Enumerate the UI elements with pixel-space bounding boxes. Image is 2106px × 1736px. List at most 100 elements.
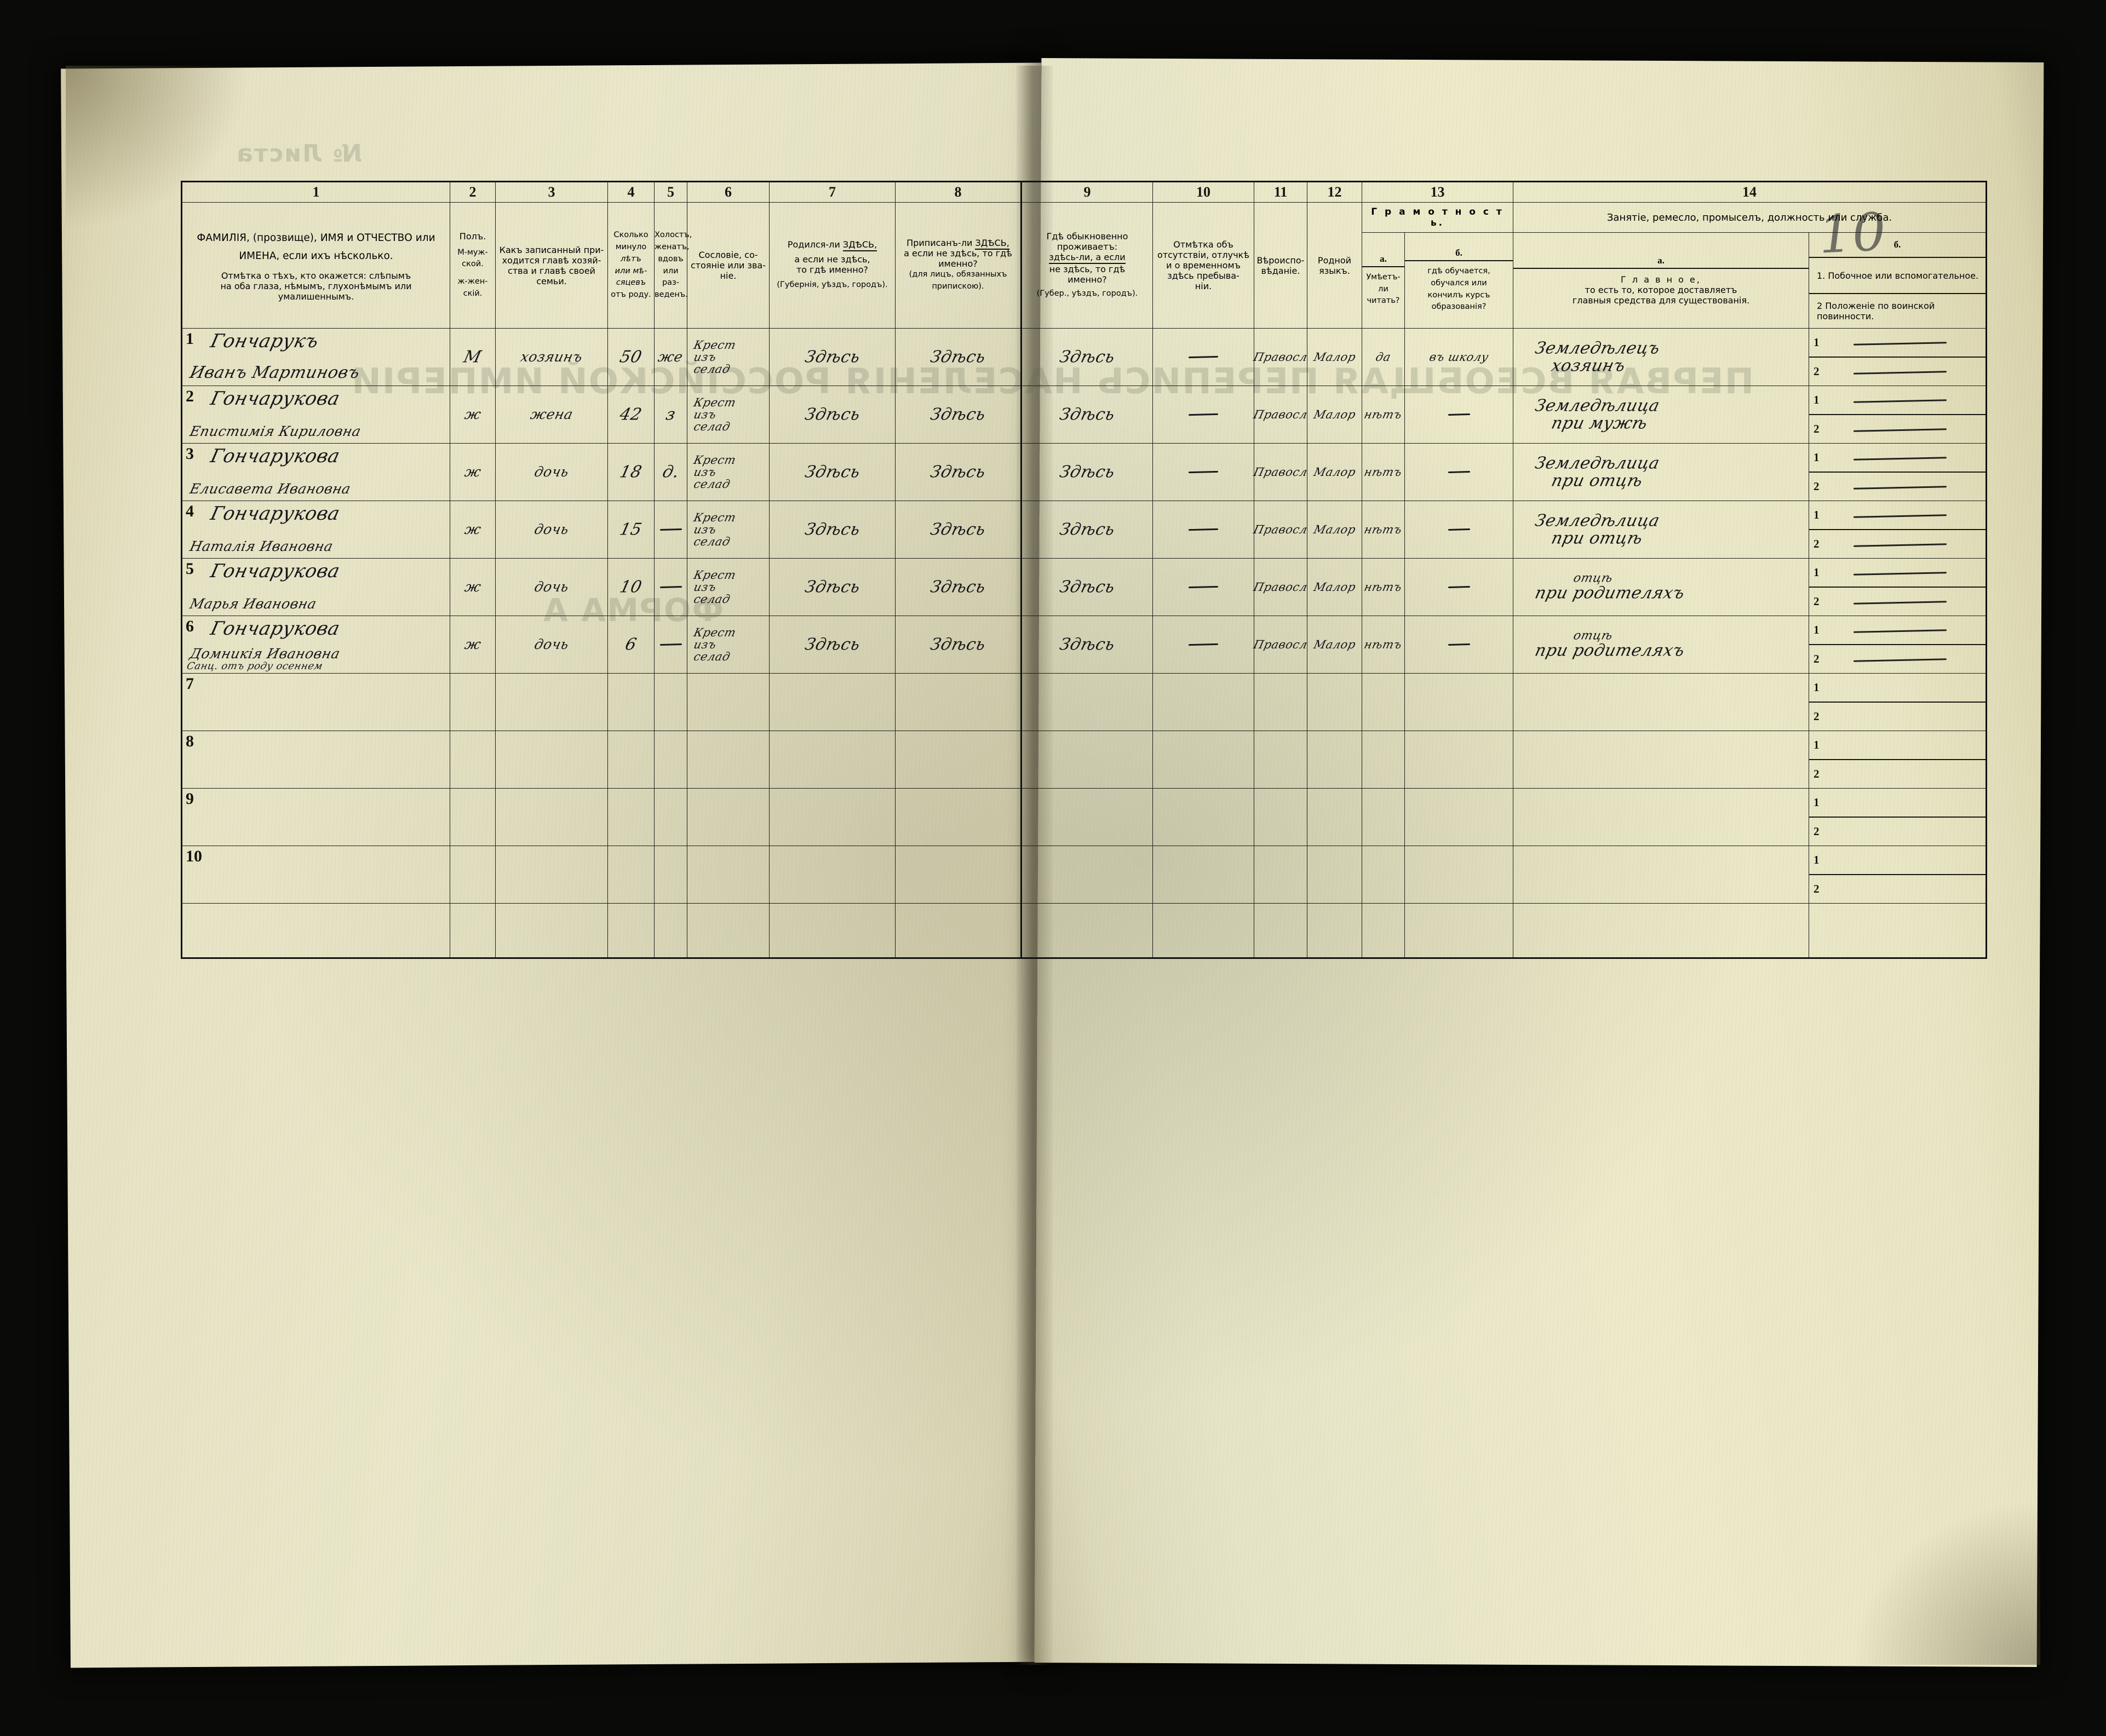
cell-language-2[interactable]: Малор (1307, 386, 1362, 444)
cell-name-6[interactable]: 6 Гончарукова Домникія Ивановна Санц. от… (181, 616, 450, 674)
cell-resides-1[interactable]: Здѣсь (1020, 328, 1153, 386)
cell-literate-8[interactable] (1362, 731, 1405, 789)
cell-schooling-8[interactable] (1404, 731, 1513, 789)
cell-relation-6[interactable]: дочь (495, 616, 608, 674)
cell-estate-7[interactable] (687, 673, 770, 731)
cell-schooling-6[interactable] (1404, 616, 1513, 674)
cell-occupation-4[interactable]: Земледѣлица при отцѣ (1513, 501, 1809, 559)
cell-age-1[interactable]: 50 (607, 328, 655, 386)
cell-resides-4[interactable]: Здѣсь (1020, 501, 1153, 559)
cell-registered-1[interactable]: Здѣсь (895, 328, 1022, 386)
cell-marital-8[interactable] (654, 731, 687, 789)
cell-literate-6[interactable]: нѣтъ (1362, 616, 1405, 674)
cell-occupation-10[interactable] (1513, 846, 1809, 904)
cell-age-7[interactable] (607, 673, 655, 731)
cell-schooling-7[interactable] (1404, 673, 1513, 731)
cell-registered-6[interactable]: Здѣсь (895, 616, 1022, 674)
cell-estate-3[interactable]: Крест изъ селад (687, 443, 770, 501)
cell-language-9[interactable] (1307, 788, 1362, 846)
cell-marital-3[interactable]: д. (654, 443, 687, 501)
cell-side-military-1[interactable]: 1 2 (1809, 328, 1987, 386)
cell-estate-6[interactable]: Крест изъ селад (687, 616, 770, 674)
table-row[interactable]: 5 Гончарукова Марья Ивановна ж дочь 10 К… (181, 558, 1987, 616)
cell-sex-1[interactable]: М (450, 328, 496, 386)
cell-religion-3[interactable]: Правосл (1252, 443, 1309, 501)
cell-age-8[interactable] (607, 731, 655, 789)
cell-schooling-1[interactable]: въ школу (1404, 328, 1513, 386)
cell-born-3[interactable]: Здѣсь (769, 443, 896, 501)
cell-language-4[interactable]: Малор (1307, 501, 1362, 559)
cell-relation-2[interactable]: жена (495, 386, 608, 444)
cell-literate-7[interactable] (1362, 673, 1405, 731)
cell-absence-3[interactable] (1152, 443, 1254, 501)
cell-relation-4[interactable]: дочь (495, 501, 608, 559)
cell-born-1[interactable]: Здѣсь (769, 328, 896, 386)
cell-born-4[interactable]: Здѣсь (769, 501, 896, 559)
cell-absence-9[interactable] (1152, 788, 1254, 846)
cell-schooling-3[interactable] (1404, 443, 1513, 501)
cell-side-military-4[interactable]: 1 2 (1809, 501, 1987, 559)
cell-absence-2[interactable] (1152, 386, 1254, 444)
cell-resides-7[interactable] (1020, 673, 1153, 731)
cell-relation-5[interactable]: дочь (495, 558, 608, 616)
cell-side-military-2[interactable]: 1 2 (1809, 386, 1987, 444)
cell-relation-3[interactable]: дочь (495, 443, 608, 501)
table-row[interactable]: 6 Гончарукова Домникія Ивановна Санц. от… (181, 616, 1987, 674)
cell-occupation-2[interactable]: Земледѣлица при мужѣ (1513, 386, 1809, 444)
cell-born-9[interactable] (769, 788, 896, 846)
cell-absence-10[interactable] (1152, 846, 1254, 904)
cell-registered-8[interactable] (895, 731, 1022, 789)
cell-religion-6[interactable]: Правосл (1252, 616, 1309, 674)
cell-schooling-5[interactable] (1404, 558, 1513, 616)
cell-born-7[interactable] (769, 673, 896, 731)
cell-name-2[interactable]: 2 Гончарукова Епистимія Кириловна (181, 386, 450, 444)
cell-occupation-1[interactable]: Земледѣлецъ хозяинъ (1513, 328, 1809, 386)
cell-born-5[interactable]: Здѣсь (769, 558, 896, 616)
cell-name-5[interactable]: 5 Гончарукова Марья Ивановна (181, 558, 450, 616)
table-row[interactable]: 1 Гончарукъ Иванъ Мартиновъ М хозяинъ 50… (181, 328, 1987, 386)
cell-absence-4[interactable] (1152, 501, 1254, 559)
cell-absence-5[interactable] (1152, 558, 1254, 616)
cell-age-3[interactable]: 18 (607, 443, 655, 501)
cell-language-8[interactable] (1307, 731, 1362, 789)
cell-occupation-5[interactable]: отцѣ при родителяхъ (1513, 558, 1809, 616)
cell-registered-4[interactable]: Здѣсь (895, 501, 1022, 559)
cell-relation-8[interactable] (495, 731, 608, 789)
cell-age-6[interactable]: 6 (607, 616, 655, 674)
cell-estate-8[interactable] (687, 731, 770, 789)
cell-age-9[interactable] (607, 788, 655, 846)
cell-language-3[interactable]: Малор (1307, 443, 1362, 501)
cell-literate-9[interactable] (1362, 788, 1405, 846)
cell-schooling-9[interactable] (1404, 788, 1513, 846)
cell-religion-5[interactable]: Правосл (1252, 558, 1309, 616)
cell-marital-5[interactable] (654, 558, 687, 616)
cell-marital-10[interactable] (654, 846, 687, 904)
cell-religion-7[interactable] (1254, 673, 1307, 731)
cell-religion-4[interactable]: Правосл (1252, 501, 1309, 559)
cell-registered-5[interactable]: Здѣсь (895, 558, 1022, 616)
cell-absence-8[interactable] (1152, 731, 1254, 789)
cell-literate-5[interactable]: нѣтъ (1362, 558, 1405, 616)
cell-name-7[interactable]: 7 (181, 673, 450, 731)
cell-sex-8[interactable] (450, 731, 496, 789)
cell-literate-3[interactable]: нѣтъ (1362, 443, 1405, 501)
cell-sex-7[interactable] (450, 673, 496, 731)
cell-sex-6[interactable]: ж (450, 616, 496, 674)
cell-born-8[interactable] (769, 731, 896, 789)
cell-registered-7[interactable] (895, 673, 1022, 731)
cell-registered-2[interactable]: Здѣсь (895, 386, 1022, 444)
cell-religion-8[interactable] (1254, 731, 1307, 789)
cell-sex-10[interactable] (450, 846, 496, 904)
table-row[interactable]: 2 Гончарукова Епистимія Кириловна ж жена… (181, 386, 1987, 444)
cell-marital-2[interactable]: з (654, 386, 687, 444)
cell-side-military-5[interactable]: 1 2 (1809, 558, 1987, 616)
cell-sex-2[interactable]: ж (450, 386, 496, 444)
cell-religion-2[interactable]: Правосл (1252, 386, 1309, 444)
cell-estate-5[interactable]: Крест изъ селад (687, 558, 770, 616)
cell-marital-4[interactable] (654, 501, 687, 559)
cell-name-4[interactable]: 4 Гончарукова Наталія Ивановна (181, 501, 450, 559)
